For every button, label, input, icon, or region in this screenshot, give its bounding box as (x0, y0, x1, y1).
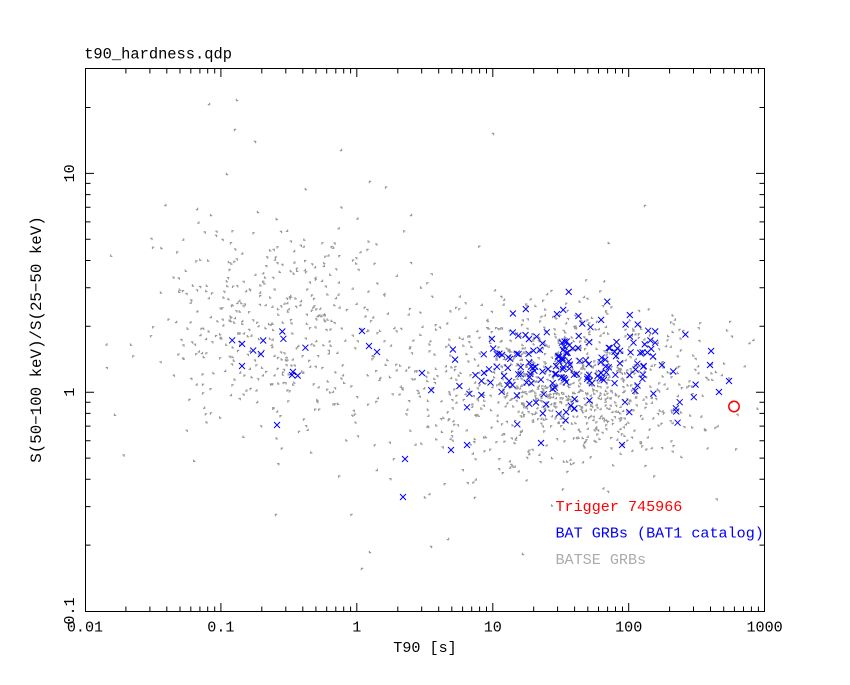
svg-text:10: 10 (484, 619, 502, 637)
svg-text:Trigger 745966: Trigger 745966 (556, 498, 683, 516)
svg-text:T90 [s]: T90 [s] (393, 639, 456, 657)
svg-text:1: 1 (352, 619, 361, 637)
svg-text:1: 1 (61, 388, 79, 397)
svg-text:S(50−100 keV)/S(25−50 keV): S(50−100 keV)/S(25−50 keV) (28, 216, 46, 462)
svg-text:0.01: 0.01 (67, 619, 103, 637)
svg-text:100: 100 (615, 619, 642, 637)
svg-text:0.1: 0.1 (207, 619, 234, 637)
svg-text:1000: 1000 (746, 619, 782, 637)
svg-text:BAT GRBs (BAT1 catalog): BAT GRBs (BAT1 catalog) (556, 525, 764, 543)
svg-text:t90_hardness.qdp: t90_hardness.qdp (84, 46, 232, 64)
svg-text:BATSE GRBs: BATSE GRBs (556, 551, 647, 569)
svg-text:10: 10 (61, 164, 79, 182)
svg-text:0.1: 0.1 (61, 597, 79, 624)
